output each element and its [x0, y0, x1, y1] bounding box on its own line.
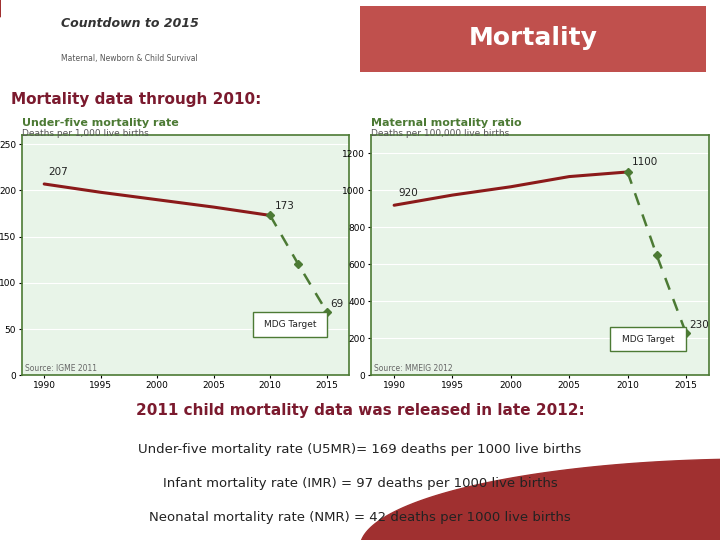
Polygon shape	[360, 378, 720, 540]
Text: Maternal mortality ratio: Maternal mortality ratio	[371, 118, 521, 128]
Text: MDG Target: MDG Target	[621, 335, 674, 344]
Text: Source: MMEIG 2012: Source: MMEIG 2012	[374, 364, 453, 373]
Text: 920: 920	[399, 188, 418, 198]
Text: MDG Target: MDG Target	[264, 320, 316, 329]
Text: Neonatal mortality rate (NMR) = 42 deaths per 1000 live births: Neonatal mortality rate (NMR) = 42 death…	[149, 511, 571, 524]
Text: Deaths per 100,000 live births: Deaths per 100,000 live births	[371, 129, 509, 138]
FancyBboxPatch shape	[360, 6, 706, 72]
Text: Deaths per 1,000 live births: Deaths per 1,000 live births	[22, 129, 148, 138]
Text: Mortality data through 2010:: Mortality data through 2010:	[11, 92, 261, 106]
Text: Mortality: Mortality	[469, 25, 597, 50]
Text: 173: 173	[274, 200, 294, 211]
Text: Under-five mortality rate (U5MR)= 169 deaths per 1000 live births: Under-five mortality rate (U5MR)= 169 de…	[138, 443, 582, 456]
Text: 69: 69	[330, 299, 343, 309]
FancyBboxPatch shape	[253, 312, 327, 338]
Text: Countdown to 2015: Countdown to 2015	[60, 17, 199, 30]
Text: Infant mortality rate (IMR) = 97 deaths per 1000 live births: Infant mortality rate (IMR) = 97 deaths …	[163, 477, 557, 490]
Text: Under-five mortality rate: Under-five mortality rate	[22, 118, 179, 128]
Text: 1100: 1100	[632, 157, 658, 167]
Text: Maternal, Newborn & Child Survival: Maternal, Newborn & Child Survival	[61, 54, 198, 63]
Text: 207: 207	[49, 167, 68, 177]
Text: 230: 230	[689, 320, 709, 330]
FancyBboxPatch shape	[610, 327, 686, 352]
Text: 2011 child mortality data was released in late 2012:: 2011 child mortality data was released i…	[135, 403, 585, 418]
Text: Source: IGME 2011: Source: IGME 2011	[25, 364, 97, 373]
